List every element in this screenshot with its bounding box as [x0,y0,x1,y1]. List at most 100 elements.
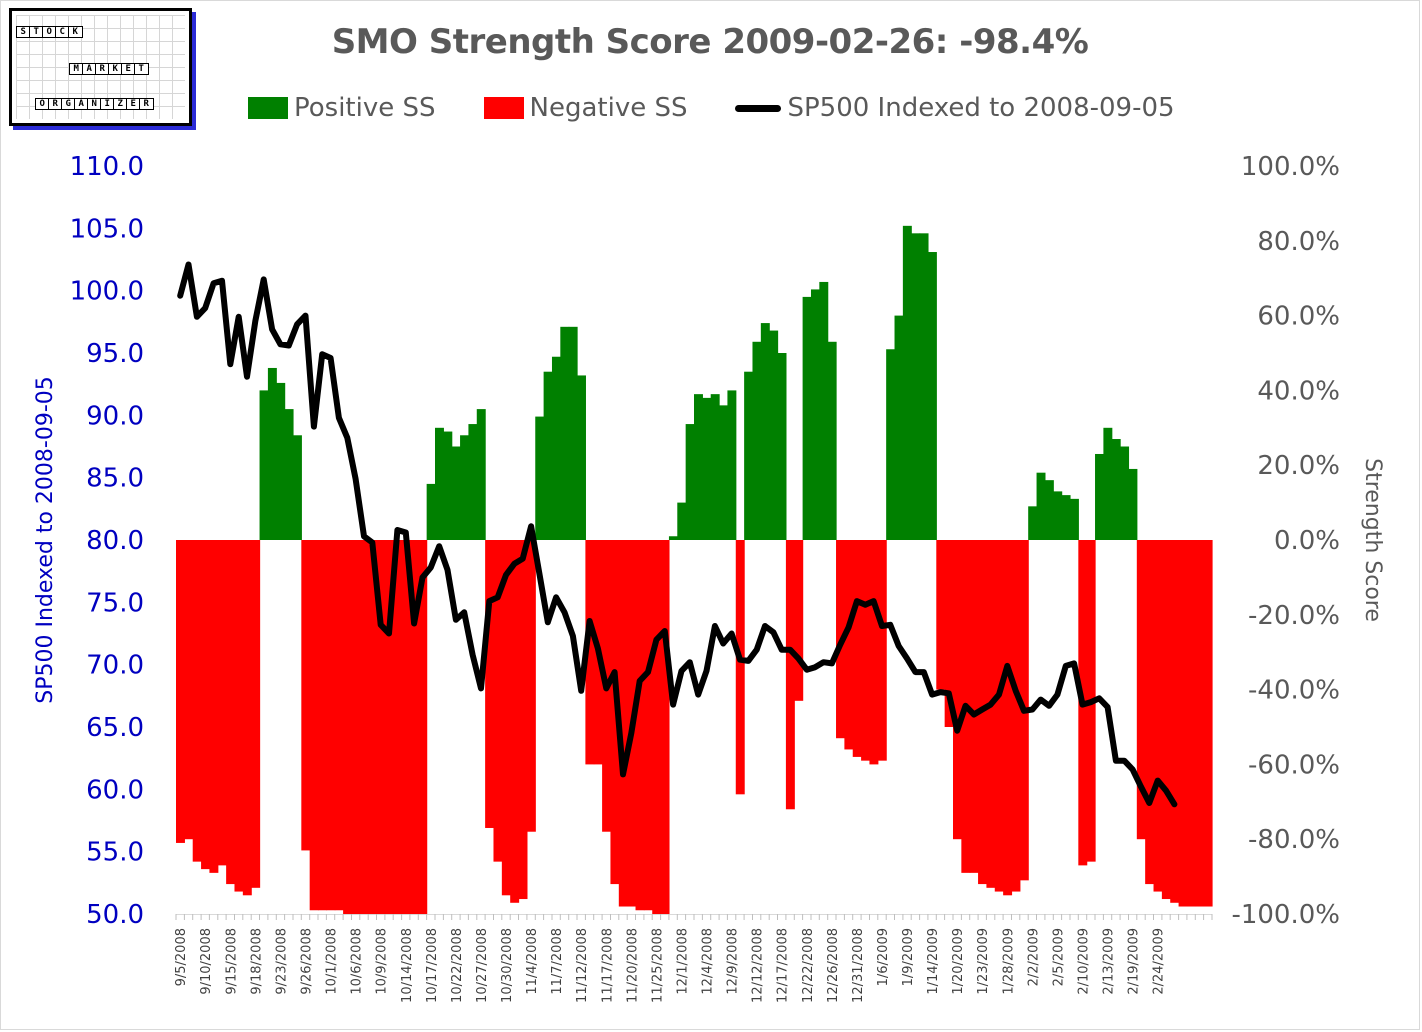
logo-letter: C [55,26,70,38]
negative-ss-bar [1170,540,1180,903]
negative-ss-bar [393,540,403,914]
right-axis-tick-label: -40.0% [1248,676,1340,706]
right-axis-tick-label: 80.0% [1257,227,1340,257]
x-axis-tick-label: 12/9/2008 [726,928,741,995]
positive-ss-bar [677,502,687,540]
negative-ss-bar [969,540,979,873]
negative-ss-bar [936,540,946,690]
negative-ss-bar [1178,540,1188,907]
negative-ss-bar [526,540,536,832]
chart-title: SMO Strength Score 2009-02-26: -98.4% [331,22,1089,62]
positive-ss-bar [435,427,444,540]
left-axis-ticks: 50.0 55.0 60.0 65.0 70.0 75.0 80.0 85.0 90.0 95.0… [70,152,144,930]
x-axis-tick-label: 9/5/2008 [174,928,189,986]
logo-letter: T [134,63,149,75]
negative-ss-bar [1186,540,1196,907]
legend-swatch-positive [248,97,288,119]
left-axis-tick-label: 95.0 [86,339,144,369]
x-axis-tick-label: 12/4/2008 [701,928,716,995]
positive-ss-bar [276,382,286,540]
positive-ss-bar [543,371,553,540]
right-axis-tick-label: 20.0% [1257,451,1340,481]
positive-ss-bar [886,349,896,540]
negative-ss-bar [1161,540,1171,900]
x-axis-tick-label: 2/5/2009 [1051,928,1066,986]
x-axis-tick-label: 1/28/2009 [1001,928,1016,995]
negative-ss-bar [409,540,419,914]
x-axis-tick-label: 10/17/2008 [425,928,440,1003]
positive-ss-bar [752,341,762,540]
legend-item-negative: Negative SS [483,93,688,123]
x-axis-tick-label: 11/7/2008 [550,928,565,995]
legend-item-positive: Positive SS [248,93,436,123]
negative-ss-bar [334,540,344,911]
left-axis-tick-label: 75.0 [86,588,144,618]
left-axis-tick-label: 105.0 [70,214,144,244]
negative-ss-bar [251,540,261,888]
positive-ss-bar [426,483,436,540]
sp500-line-group [177,261,1178,808]
logo-letter: T [29,26,44,38]
negative-ss-bar [242,540,252,896]
positive-ss-bar [902,225,912,540]
logo-letter: Z [113,98,128,110]
negative-ss-bar [326,540,336,911]
negative-ss-bar [510,540,520,903]
x-axis-tick-label: 2/13/2009 [1102,928,1117,995]
positive-ss-bar [451,446,461,540]
left-axis-tick-label: 65.0 [86,713,144,743]
x-axis-tick-label: 12/22/2008 [801,928,816,1003]
negative-ss-bar [652,540,662,914]
legend-swatch-sp500-line [735,104,782,112]
x-axis-tick-label: 2/24/2009 [1152,928,1167,995]
negative-ss-bar [635,540,645,911]
left-axis-tick-label: 70.0 [86,651,144,681]
negative-ss-bar [485,540,495,828]
positive-ss-bar [1120,446,1130,540]
left-axis-tick-label: 90.0 [86,401,144,431]
x-axis-tick-label: 2/2/2009 [1026,928,1041,986]
positive-ss-bar [535,416,545,540]
logo-letter: K [68,26,83,38]
x-axis-tick-label: 12/17/2008 [776,928,791,1003]
left-axis-tick-label: 55.0 [86,838,144,868]
negative-ss-bar [192,540,202,862]
x-axis-tick-label: 9/26/2008 [300,928,315,995]
x-axis-tick-label: 12/12/2008 [751,928,766,1003]
x-axis-tick-label: 1/20/2009 [951,928,966,995]
positive-ss-bar [577,375,586,540]
positive-ss-bar [919,233,929,540]
x-axis-tick-label: 1/6/2009 [876,928,891,986]
negative-ss-bar [986,540,996,888]
right-axis-tick-label: 60.0% [1257,302,1340,332]
positive-ss-bar [468,424,478,540]
positive-ss-bar [267,367,277,540]
negative-ss-bar [1195,540,1205,907]
negative-ss-bar [1011,540,1021,892]
x-axis-tick-label: 10/9/2008 [375,928,390,995]
positive-ss-bar [1061,495,1071,540]
negative-ss-bar [1145,540,1155,885]
negative-ss-bar [953,540,962,840]
negative-ss-bar [401,540,411,914]
right-axis-ticks: -100.0% -80.0% -60.0% -40.0% -20.0% 0.0% 20.0%… [1231,152,1340,930]
negative-ss-bar [585,540,595,765]
negative-ss-bar [384,540,394,914]
legend-label-negative: Negative SS [529,93,688,123]
negative-ss-bar [217,540,227,866]
positive-ss-bar [551,356,561,540]
negative-ss-bar [735,540,745,795]
negative-ss-bar [309,540,319,911]
positive-ss-bar [810,289,820,540]
negative-ss-bar [877,540,887,761]
positive-ss-bar [685,424,695,540]
x-axis-tick-label: 10/14/2008 [400,928,415,1003]
positive-ss-bar [1111,439,1121,540]
x-axis-tick-label: 12/31/2008 [851,928,866,1003]
negative-ss-bar [518,540,528,900]
x-axis-tick-label: 10/6/2008 [350,928,365,995]
